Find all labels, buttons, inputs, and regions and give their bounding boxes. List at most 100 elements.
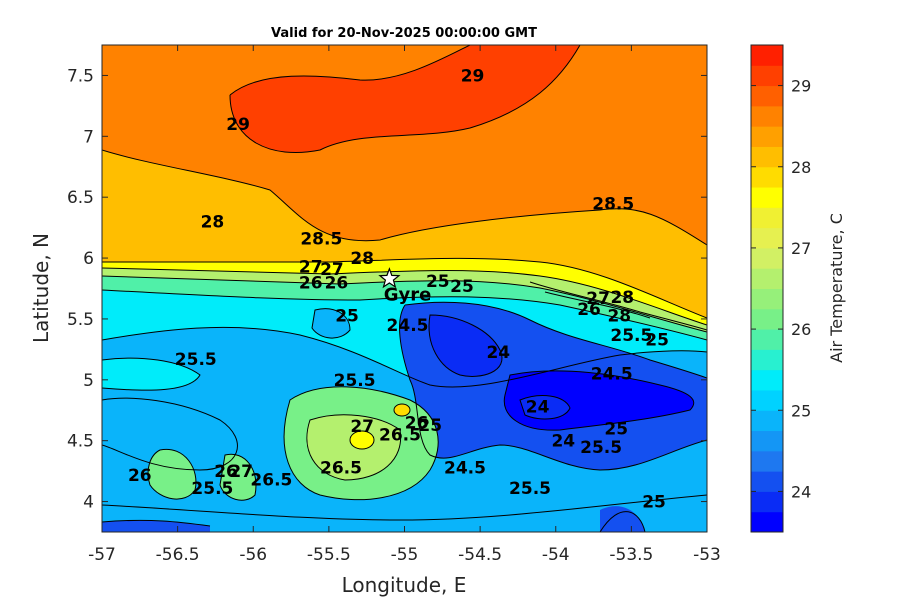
region-24-north <box>429 315 502 377</box>
contour-line <box>544 291 651 319</box>
y-tick-label: 7.5 <box>67 66 94 86</box>
contour-line <box>102 519 211 527</box>
x-tick-label: -54 <box>542 545 570 565</box>
colorbar-swatch <box>751 389 783 411</box>
contour-label: 24.5 <box>444 458 486 478</box>
colorbar-swatch <box>751 410 783 432</box>
contour-line <box>102 494 707 521</box>
contour-label: 25 <box>335 306 359 326</box>
colorbar-swatches <box>751 45 783 533</box>
contour-label: 27 <box>350 417 374 437</box>
contour-label: 26 <box>325 273 349 293</box>
x-tick-label: -56.5 <box>156 545 200 565</box>
colorbar-swatch <box>751 308 783 330</box>
colorbar-swatch <box>751 166 783 188</box>
contour-line <box>349 430 375 450</box>
contour-label: 24 <box>551 432 575 452</box>
contour-label: 27 <box>586 289 610 309</box>
colorbar-swatch <box>751 105 783 127</box>
chart-title: Valid for 20-Nov-2025 00:00:00 GMT <box>271 26 537 41</box>
colorbar-swatch <box>751 369 783 391</box>
region-27-spot <box>350 431 374 449</box>
region-26-mid <box>220 454 256 501</box>
colorbar-swatch <box>751 268 783 289</box>
colorbar-swatch <box>751 329 783 350</box>
contour-label: 25.5 <box>334 371 376 391</box>
contour-label: 28 <box>350 249 374 269</box>
colorbar-swatch <box>751 450 783 472</box>
contour-line <box>399 304 707 471</box>
colorbar-tick-label: 26 <box>791 320 811 339</box>
colorbar-swatch <box>751 65 783 87</box>
region-26-left <box>148 449 196 500</box>
contour-label: 26 <box>128 466 152 486</box>
region-24-5-bottom-left <box>102 520 210 532</box>
gyre-marker-group <box>378 267 401 289</box>
contour-line <box>229 45 581 154</box>
colorbar-swatch <box>751 430 783 452</box>
gyre-label: Gyre <box>384 285 432 306</box>
contour-line <box>404 301 707 379</box>
contour-label: 25 <box>642 493 666 513</box>
x-tick-label: -55 <box>391 545 419 565</box>
contour-label: 25 <box>645 331 669 351</box>
contour-line <box>229 45 471 96</box>
region-left-cyan <box>102 358 200 391</box>
colorbar-swatch <box>751 85 783 107</box>
contour-label: 25 <box>418 416 442 436</box>
gyre-star-marker <box>378 267 401 289</box>
contour-line <box>311 308 351 339</box>
y-tick-label: 6.5 <box>67 188 94 208</box>
region-26-5-green <box>306 414 401 480</box>
region-27-5-spot <box>394 404 410 416</box>
colorbar-tick-label: 24 <box>791 482 811 501</box>
contour-label: 26 <box>577 300 601 320</box>
region-25-pocket <box>312 308 350 339</box>
contour-label: 29 <box>461 66 485 86</box>
region-29 <box>230 45 580 153</box>
contour-label: 26.5 <box>320 458 362 478</box>
colorbar-swatch <box>751 471 783 492</box>
colorbar-swatch <box>751 227 783 249</box>
region-left-25 <box>102 398 238 470</box>
colorbar-tick-label: 25 <box>791 401 811 420</box>
colorbar-tick-label: 28 <box>791 158 811 177</box>
contour-label: 24 <box>486 343 510 363</box>
contour-label: 28 <box>201 213 225 233</box>
contour-line <box>306 414 402 481</box>
colorbar-swatch <box>751 511 783 533</box>
contour-label: 29 <box>226 115 250 135</box>
y-tick-label: 5 <box>83 371 94 391</box>
y-tick-label: 5.5 <box>67 310 94 330</box>
contour-label: 28 <box>607 306 631 326</box>
colorbar-swatch <box>751 247 783 269</box>
colorbar-tick-label: 27 <box>791 239 811 258</box>
contour-line <box>102 149 707 246</box>
contour-label: 25.5 <box>191 479 233 499</box>
region-24-5-bottom-right <box>600 506 645 532</box>
x-tick-label: -53.5 <box>609 545 653 565</box>
contour-line <box>529 281 707 331</box>
contour-label: 25.5 <box>509 479 551 499</box>
contour-label: 26 <box>299 273 323 293</box>
contour-label: 26.5 <box>379 426 421 446</box>
contour-label: 24.5 <box>387 316 429 336</box>
x-tick-label: -56 <box>239 545 267 565</box>
contour-label: 26.5 <box>250 471 292 491</box>
contour-line <box>102 289 707 341</box>
colorbar-ticks: 24 25 26 27 28 29 <box>751 77 811 501</box>
contour-label: 27 <box>229 462 253 482</box>
y-tick-label: 4 <box>83 493 94 513</box>
x-axis-label: Longitude, E <box>342 573 467 597</box>
contour-line <box>102 267 707 326</box>
contour-line <box>519 395 571 420</box>
contour-line <box>102 275 707 333</box>
contour-label: 24 <box>526 398 550 418</box>
y-tick-label: 4.5 <box>67 432 94 452</box>
x-tick-label: -55.5 <box>307 545 351 565</box>
y-axis: 4 4.5 5 5.5 6 6.5 7 7.5 <box>67 66 707 513</box>
region-25-bottom <box>102 495 707 532</box>
contour-label: 26 <box>214 462 238 482</box>
